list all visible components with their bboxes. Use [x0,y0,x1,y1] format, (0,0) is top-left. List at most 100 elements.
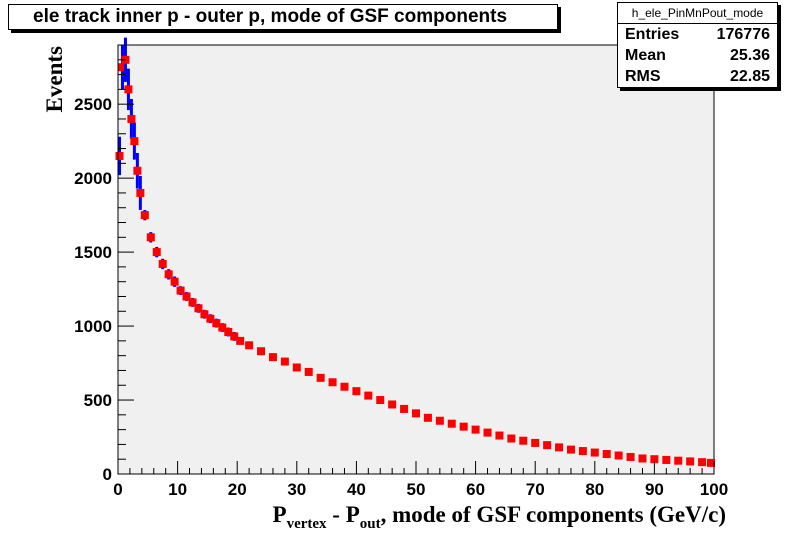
data-point [194,303,203,313]
point-marker [707,458,716,467]
data-point [164,269,173,280]
data-point [224,327,233,337]
data-point [423,413,432,422]
data-point [115,136,124,176]
data-point [412,409,420,418]
point-marker [200,310,209,319]
point-marker [268,353,277,362]
data-point [328,378,337,387]
y-tick-label: 0 [103,465,112,484]
point-marker [388,400,397,409]
x-title-sub1: vertex [287,516,327,532]
point-marker [130,137,139,146]
data-point [206,314,215,324]
data-point [376,396,385,405]
y-tick-label: 2000 [74,169,112,188]
point-marker [224,327,233,336]
point-marker [447,419,456,428]
data-point [124,68,133,111]
data-point [140,209,149,221]
y-tick-label: 500 [84,391,112,410]
point-marker [435,416,444,425]
data-point [400,404,409,413]
x-tick-label: 50 [407,480,426,499]
data-point [304,367,313,376]
x-title-p: P [273,502,287,527]
point-marker [230,332,239,341]
data-point [158,258,167,270]
point-marker [236,336,245,345]
point-marker [133,166,142,175]
data-point [146,232,155,243]
point-marker [218,323,227,332]
point-marker [176,286,185,295]
data-point [245,341,254,350]
data-point [340,382,349,391]
point-marker [152,248,161,257]
chart-title-box: ele track inner p - outer p, mode of GSF… [8,4,558,30]
data-point [459,422,468,431]
data-point [133,152,142,189]
point-marker [400,404,409,413]
point-marker [590,448,599,457]
data-point [555,443,564,452]
point-marker [212,319,221,328]
point-marker [555,443,564,452]
data-point [602,450,611,459]
point-marker [140,211,149,220]
data-points [115,37,716,467]
data-point [626,452,635,461]
point-marker [127,114,136,123]
point-marker [206,314,215,323]
point-marker [423,413,432,422]
point-marker [578,447,587,456]
point-marker [650,455,659,464]
y-tick-label: 1500 [74,243,112,262]
data-point [471,425,480,434]
point-marker [686,457,695,466]
point-marker [638,454,647,463]
point-marker [118,63,127,72]
point-marker [245,341,254,350]
point-marker [626,452,635,461]
x-tick-label: 80 [585,480,604,499]
stats-box: h_ele_PinMnPout_mode Entries 176776 Mean… [617,2,778,88]
point-marker [170,277,179,286]
stats-row-rms: RMS 22.85 [618,66,777,87]
point-marker [507,434,516,443]
data-point [230,331,239,341]
data-point [316,373,325,382]
x-title-rest: , mode of GSF components (GeV/c) [381,502,726,527]
x-axis-title: Pvertex - Pout, mode of GSF components (… [273,502,726,532]
data-point [543,441,552,450]
point-marker [412,409,420,418]
point-marker [280,357,289,366]
point-marker [364,391,373,400]
data-point [352,387,361,396]
chart-title: ele track inner p - outer p, mode of GSF… [33,6,508,27]
point-marker [566,445,575,454]
point-marker [614,451,623,460]
x-tick-label: 100 [700,480,728,499]
point-marker [316,373,325,382]
axes: 0 10 20 30 40 50 60 70 80 90 100050010001500200025… [74,44,728,499]
data-point [136,175,145,210]
data-point [707,458,716,467]
data-point [176,286,185,296]
y-tick-label: 1000 [74,317,112,336]
data-point [650,455,659,464]
point-marker [674,456,683,465]
point-marker [519,436,528,445]
data-point [495,431,504,440]
data-point [218,323,227,332]
point-marker [124,85,133,94]
point-marker [164,270,173,279]
data-point [686,457,695,466]
data-point [127,98,136,139]
x-tick-label: 70 [526,480,545,499]
data-point [200,309,209,319]
plot-frame [117,44,715,475]
point-marker [257,347,266,356]
point-marker [115,151,124,160]
